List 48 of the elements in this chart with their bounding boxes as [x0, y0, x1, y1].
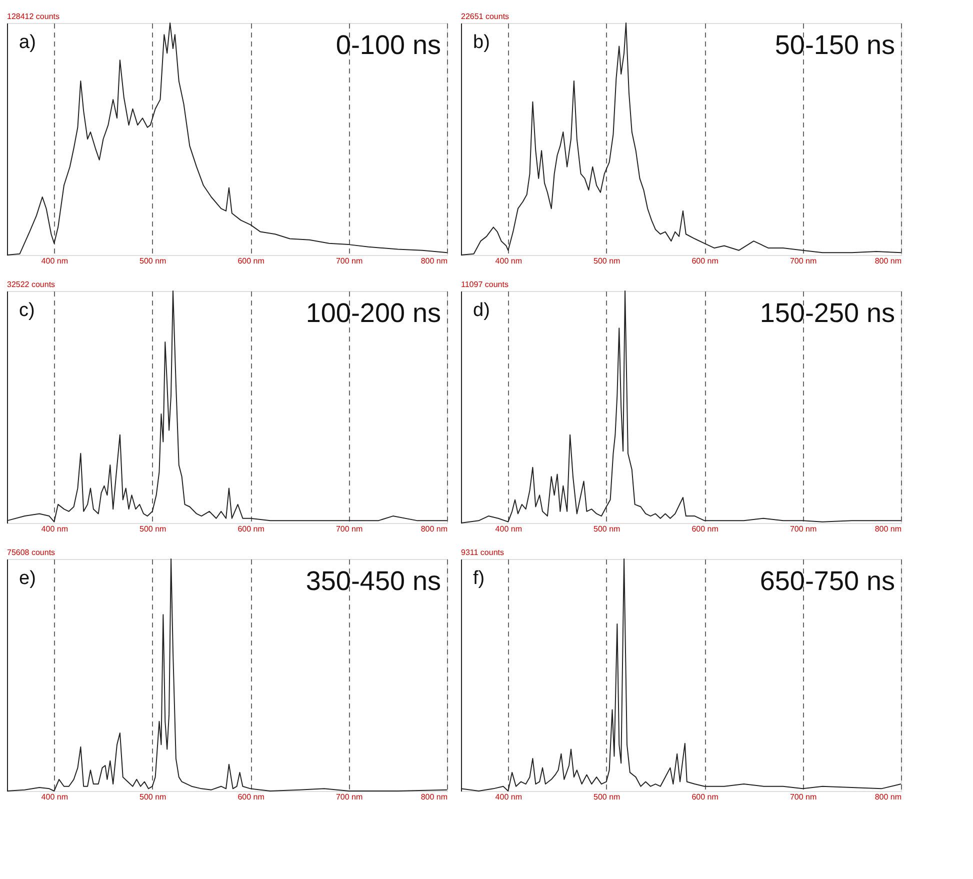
x-tick-label: 600 nm: [238, 256, 265, 266]
text: 11097 counts: [461, 280, 508, 289]
x-tick-label: 700 nm: [336, 792, 363, 802]
chart-subtitle: 350-450 ns: [306, 566, 441, 596]
x-tick-label: 600 nm: [238, 524, 265, 534]
text: 75608 counts: [7, 548, 56, 557]
x-tick-label: 400 nm: [41, 256, 68, 266]
x-tick-label: 600 nm: [692, 792, 719, 802]
x-tick-label: 800 nm: [420, 792, 448, 802]
text: f): [473, 568, 485, 589]
text: 128412 counts: [7, 12, 60, 21]
text: e): [19, 568, 36, 589]
chart-subtitle: 100-200 ns: [306, 298, 441, 328]
x-tick-label: 500 nm: [140, 524, 167, 534]
x-tick-label: 400 nm: [495, 524, 522, 534]
chart-subtitle: 650-750 ns: [760, 566, 895, 596]
x-tick-label: 800 nm: [874, 256, 902, 266]
x-tick-label: 700 nm: [790, 524, 817, 534]
text: b): [473, 32, 490, 53]
x-tick-label: 400 nm: [41, 792, 68, 802]
x-tick-label: 700 nm: [336, 524, 363, 534]
x-tick-label: 400 nm: [495, 256, 522, 266]
text: a): [19, 32, 36, 53]
text: d): [473, 300, 490, 321]
text: 9311 counts: [461, 548, 504, 557]
x-tick-label: 800 nm: [874, 524, 902, 534]
x-tick-label: 500 nm: [594, 524, 621, 534]
text: 22651 counts: [461, 12, 510, 21]
x-tick-label: 500 nm: [594, 792, 621, 802]
x-tick-label: 700 nm: [336, 256, 363, 266]
x-tick-label: 500 nm: [140, 256, 167, 266]
x-tick-label: 700 nm: [790, 256, 817, 266]
x-tick-label: 700 nm: [790, 792, 817, 802]
chart-subtitle: 0-100 ns: [336, 30, 441, 60]
x-tick-label: 800 nm: [874, 792, 902, 802]
x-tick-label: 600 nm: [238, 792, 265, 802]
chart-subtitle: 150-250 ns: [760, 298, 895, 328]
x-tick-label: 400 nm: [495, 792, 522, 802]
x-tick-label: 600 nm: [692, 524, 719, 534]
x-tick-label: 600 nm: [692, 256, 719, 266]
text: c): [19, 300, 35, 321]
text: 32522 counts: [7, 280, 56, 289]
x-tick-label: 800 nm: [420, 524, 448, 534]
x-tick-label: 400 nm: [41, 524, 68, 534]
x-tick-label: 500 nm: [140, 792, 167, 802]
x-tick-label: 800 nm: [420, 256, 448, 266]
chart-subtitle: 50-150 ns: [774, 30, 895, 60]
x-tick-label: 500 nm: [594, 256, 621, 266]
